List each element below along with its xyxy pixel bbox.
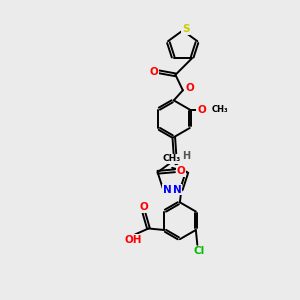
Text: O: O	[185, 83, 194, 93]
Text: O: O	[149, 67, 158, 77]
Text: O: O	[197, 105, 206, 115]
Text: O: O	[140, 202, 148, 212]
Text: CH₃: CH₃	[212, 105, 228, 114]
Text: H: H	[182, 151, 190, 161]
Text: N: N	[163, 184, 172, 195]
Text: CH₃: CH₃	[162, 154, 181, 164]
Text: N: N	[172, 184, 181, 195]
Text: S: S	[182, 24, 189, 34]
Text: O: O	[176, 166, 185, 176]
Text: OH: OH	[125, 235, 142, 245]
Text: Cl: Cl	[193, 246, 204, 256]
